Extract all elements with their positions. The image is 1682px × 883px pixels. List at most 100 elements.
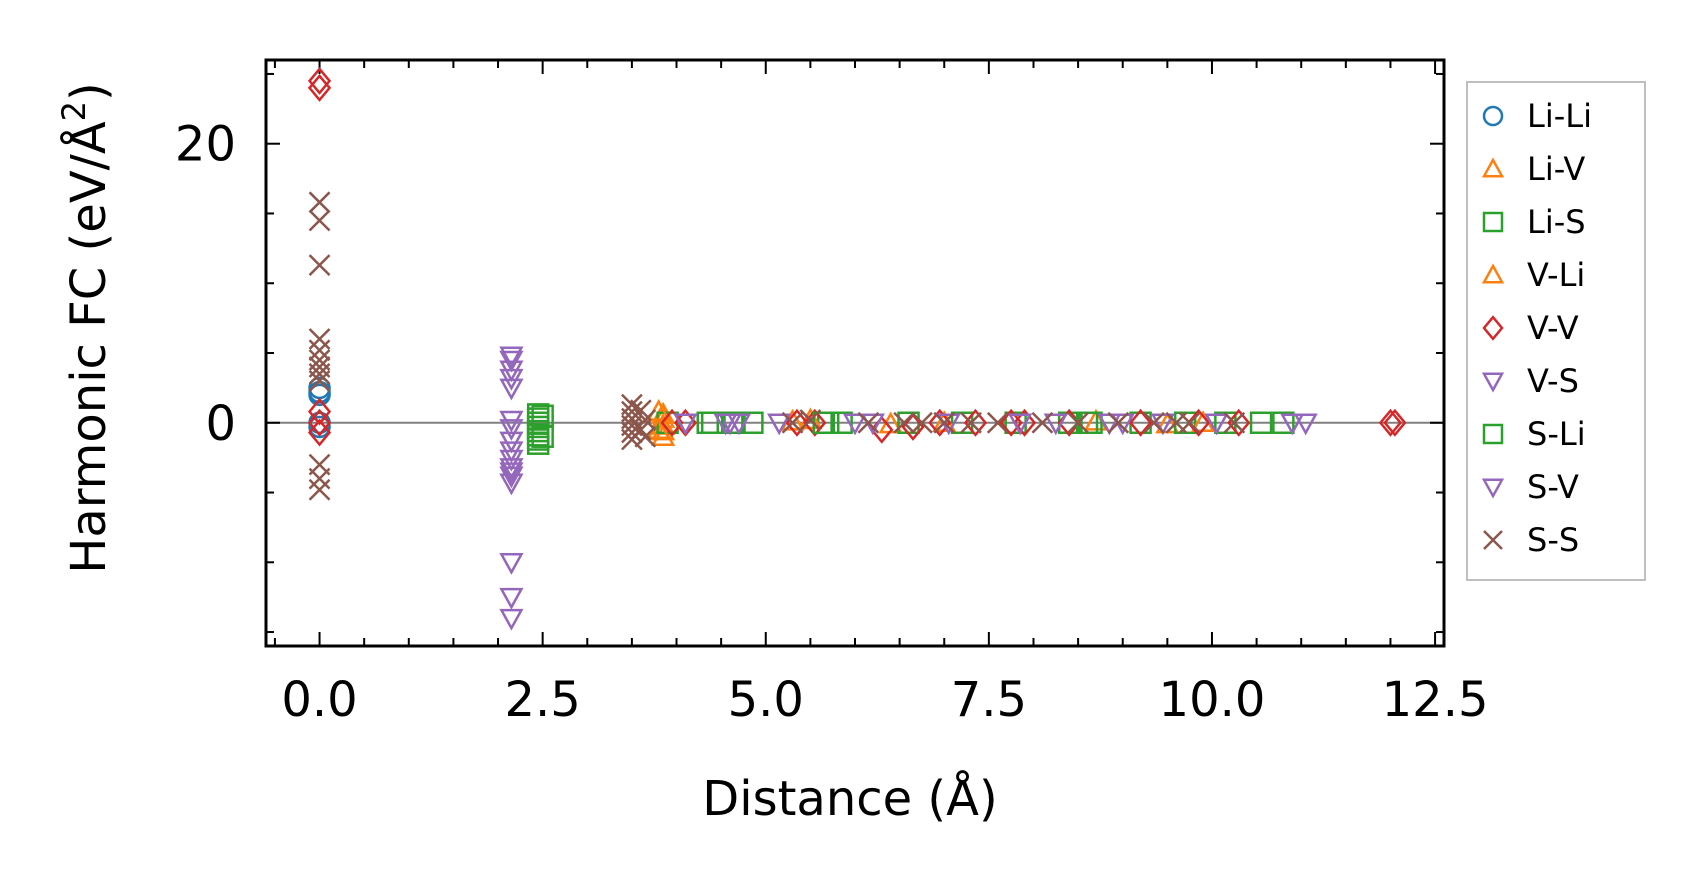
point-li-s <box>526 432 550 455</box>
y-tick-label: 0 <box>205 396 236 452</box>
point-s-s <box>308 370 331 392</box>
point-v-v <box>1128 408 1153 437</box>
point-s-v <box>499 462 524 485</box>
legend-label-v-li: V-Li <box>1527 256 1585 294</box>
point-s-s <box>1107 411 1130 434</box>
point-v-v <box>1383 408 1407 437</box>
point-s-s <box>308 254 331 276</box>
legend-marker-li-v <box>1481 157 1505 178</box>
legend-label-s-v: S-V <box>1527 468 1579 506</box>
legend-label-v-v: V-V <box>1527 309 1579 347</box>
point-v-s <box>499 587 524 610</box>
point-v-v <box>785 408 809 437</box>
point-s-s <box>308 467 331 490</box>
point-li-li <box>308 415 331 439</box>
point-v-s <box>499 473 524 496</box>
legend-marker-li-s <box>1482 211 1504 233</box>
point-v-s <box>499 608 524 631</box>
point-s-s <box>911 411 933 434</box>
x-tick-label: 10.0 <box>1159 672 1266 728</box>
point-v-s <box>767 413 792 436</box>
point-li-s <box>830 411 853 435</box>
point-s-s <box>1178 411 1201 434</box>
point-s-s <box>857 411 880 434</box>
point-v-s <box>1007 413 1033 436</box>
point-s-li <box>700 411 724 435</box>
point-v-s <box>1204 413 1229 436</box>
point-v-s <box>499 553 524 575</box>
point-v-v <box>870 415 894 444</box>
point-s-v <box>713 413 738 436</box>
point-v-v <box>307 73 332 102</box>
point-s-s <box>799 409 822 431</box>
legend-marker-v-v <box>1482 315 1504 341</box>
legend-label-v-s: V-S <box>1527 362 1579 400</box>
point-s-s <box>308 191 331 214</box>
point-s-v <box>499 346 524 369</box>
x-axis-title: Distance (Å) <box>702 770 997 827</box>
point-s-s <box>1143 411 1165 434</box>
point-s-s <box>1031 411 1054 434</box>
series-v-s <box>499 350 1318 631</box>
point-s-li <box>531 425 554 448</box>
point-s-s <box>308 363 331 385</box>
point-v-s <box>499 466 524 489</box>
point-v-s <box>1043 413 1068 436</box>
point-v-v <box>307 418 332 447</box>
x-tick-label: 0.0 <box>281 672 357 728</box>
point-s-s <box>781 411 804 434</box>
point-v-v <box>307 408 332 437</box>
point-s-s <box>634 409 657 431</box>
legend-marker-v-li <box>1481 263 1505 284</box>
legend-marker-s-li <box>1482 423 1504 445</box>
point-li-s <box>741 411 764 435</box>
point-v-s <box>673 413 698 436</box>
point-v-s <box>499 378 524 401</box>
point-v-s <box>726 413 752 436</box>
x-tick-label: 5.0 <box>728 672 804 728</box>
point-v-s <box>1280 413 1305 436</box>
point-v-v <box>1227 408 1251 437</box>
point-v-v <box>963 408 988 437</box>
legend-marker-s-v <box>1481 478 1505 499</box>
point-s-s <box>1067 411 1089 434</box>
point-s-s <box>308 478 331 501</box>
point-li-li <box>308 383 331 407</box>
point-v-v <box>1012 408 1037 437</box>
point-s-s <box>1223 411 1246 434</box>
legend-label-s-li: S-Li <box>1527 415 1586 453</box>
point-v-s <box>842 413 868 436</box>
legend-label-li-v: Li-V <box>1527 150 1585 188</box>
axis-tick-labels: 0.0 2.5 5.0 7.5 10.0 12.5 0 20 <box>175 117 1489 728</box>
point-s-s <box>308 328 331 350</box>
y-axis-title-main: Harmonic FC (eV/Å <box>60 121 117 574</box>
legend-label-s-s: S-S <box>1527 521 1579 559</box>
legend-marker-li-li <box>1482 105 1504 127</box>
point-s-s <box>308 209 331 232</box>
y-axis-title-close: ) <box>61 82 117 101</box>
point-v-v <box>307 397 332 426</box>
point-v-v <box>928 408 952 437</box>
point-s-s <box>308 339 331 362</box>
legend: Li-Li Li-V Li-S V-Li V-V V-S S-Li S-V S-S <box>1466 81 1646 581</box>
series-v-v <box>307 66 1407 447</box>
point-v-v <box>1378 408 1403 437</box>
point-v-s <box>1293 413 1318 436</box>
point-s-s <box>893 411 915 434</box>
y-axis-title: Harmonic FC (eV/Å2) <box>55 82 117 574</box>
point-v-s <box>499 419 524 441</box>
data-markers <box>307 66 1407 631</box>
legend-marker-s-s <box>1483 530 1503 550</box>
point-li-s <box>1272 411 1295 435</box>
series-s-s <box>308 191 1246 501</box>
point-v-v <box>307 66 332 95</box>
x-tick-label: 7.5 <box>951 672 1027 728</box>
point-v-v <box>901 412 925 441</box>
plot-frame <box>264 58 1446 648</box>
point-li-s <box>1249 411 1273 435</box>
point-s-s <box>933 411 956 434</box>
y-axis-title-superscript: 2 <box>55 101 93 121</box>
point-s-s <box>960 411 982 434</box>
